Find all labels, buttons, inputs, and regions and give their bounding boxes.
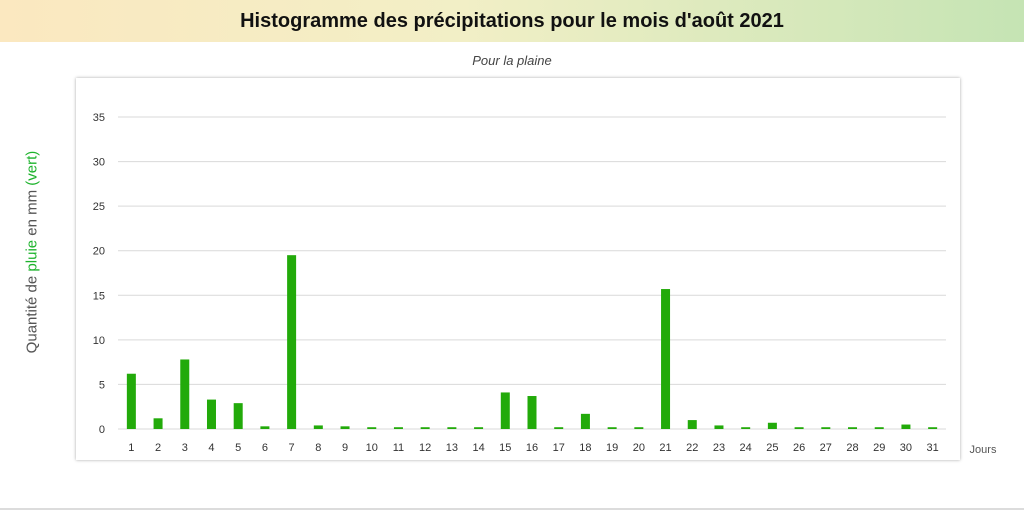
x-tick-label: 10 [366, 442, 378, 454]
chart-subtitle: Pour la plaine [472, 53, 552, 68]
y-tick-label: 35 [93, 112, 105, 124]
x-tick-label: 21 [659, 442, 671, 454]
x-tick-label: 9 [342, 442, 348, 454]
chart-title: Histogramme des précipitations pour le m… [240, 9, 784, 32]
bar [287, 255, 297, 429]
bar [741, 427, 751, 429]
bar [661, 289, 671, 429]
y-tick-label: 25 [93, 201, 105, 213]
bottom-divider [0, 508, 1024, 510]
x-tick-label: 29 [873, 442, 885, 454]
x-tick-label: 15 [499, 442, 511, 454]
x-tick-label: 26 [793, 442, 805, 454]
x-tick-label: 31 [927, 442, 939, 454]
bar [874, 427, 884, 429]
x-tick-label: 6 [262, 442, 268, 454]
bar [767, 422, 777, 429]
x-tick-label: 16 [526, 442, 538, 454]
x-tick-label: 22 [686, 442, 698, 454]
title-bar: Histogramme des précipitations pour le m… [0, 0, 1024, 42]
bar [928, 427, 938, 429]
bar [554, 427, 564, 429]
bar [206, 399, 216, 429]
bar [474, 427, 484, 429]
x-tick-label: 13 [446, 442, 458, 454]
bar [420, 427, 430, 429]
x-tick-label: 2 [155, 442, 161, 454]
x-tick-label: 11 [393, 442, 404, 454]
bar [580, 413, 590, 429]
x-tick-label: 5 [235, 442, 241, 454]
x-tick-label: 17 [553, 442, 565, 454]
y-tick-label: 0 [99, 424, 105, 436]
y-tick-label: 10 [93, 335, 105, 347]
bar [340, 426, 350, 429]
x-tick-label: 25 [766, 442, 778, 454]
chart-panel [76, 78, 960, 460]
y-tick-label: 20 [93, 246, 105, 258]
bar [367, 427, 377, 429]
bar [714, 425, 724, 429]
bar [233, 403, 243, 429]
x-tick-label: 30 [900, 442, 912, 454]
x-tick-label: 14 [472, 442, 484, 454]
x-tick-label: 4 [208, 442, 214, 454]
x-tick-label: 28 [846, 442, 858, 454]
bar [901, 424, 911, 429]
bar [180, 359, 190, 429]
bar [607, 427, 617, 429]
x-tick-label: 24 [740, 442, 752, 454]
bar [634, 427, 644, 429]
x-tick-label: 20 [633, 442, 645, 454]
x-tick-label: 1 [128, 442, 134, 454]
x-tick-label: 7 [289, 442, 295, 454]
bar [794, 427, 804, 429]
bar [393, 427, 403, 429]
y-tick-label: 15 [93, 290, 105, 302]
bar [447, 427, 457, 429]
bar [527, 396, 537, 429]
bar [687, 420, 697, 429]
x-tick-label: 18 [579, 442, 591, 454]
bar [821, 427, 831, 429]
x-axis-label: Jours [970, 444, 997, 456]
x-tick-label: 3 [182, 442, 188, 454]
x-tick-label: 23 [713, 442, 725, 454]
bar [126, 373, 136, 429]
bar [500, 392, 510, 429]
bar [848, 427, 858, 429]
bar [153, 418, 163, 429]
bar [313, 425, 323, 429]
y-tick-label: 30 [93, 157, 105, 169]
x-tick-label: 27 [820, 442, 832, 454]
bar [260, 426, 270, 429]
y-tick-label: 5 [99, 379, 105, 391]
x-tick-label: 19 [606, 442, 618, 454]
x-tick-label: 12 [419, 442, 431, 454]
x-tick-label: 8 [315, 442, 321, 454]
